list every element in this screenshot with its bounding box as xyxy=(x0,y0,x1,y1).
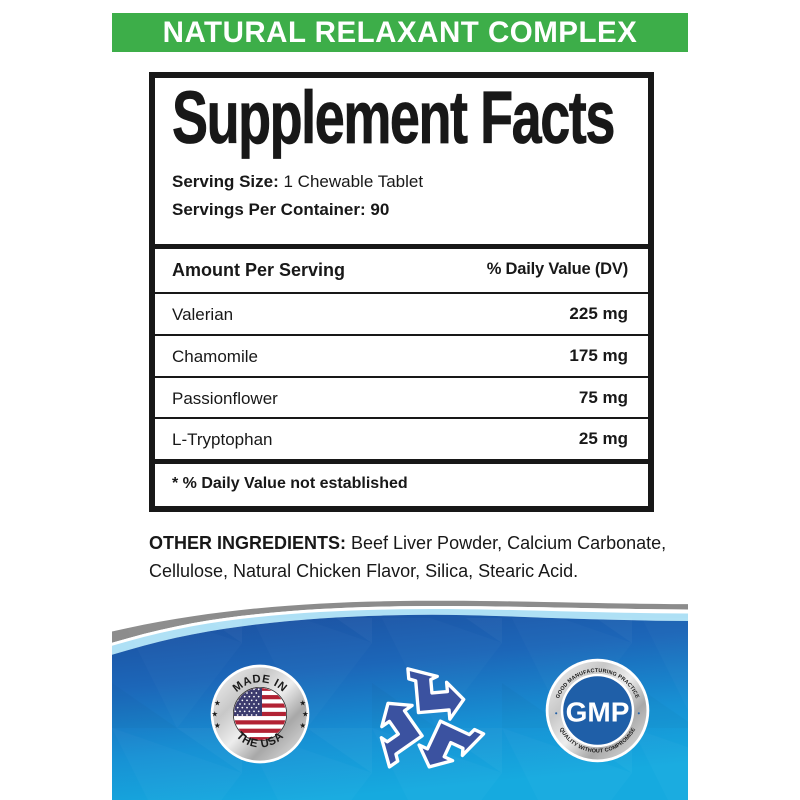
svg-text:★: ★ xyxy=(299,698,306,707)
svg-text:★: ★ xyxy=(211,710,218,719)
svg-text:★: ★ xyxy=(299,721,306,730)
svg-text:GMP: GMP xyxy=(566,697,630,728)
svg-text:★: ★ xyxy=(214,698,221,707)
svg-text:★: ★ xyxy=(302,710,309,719)
svg-text:★: ★ xyxy=(214,721,221,730)
